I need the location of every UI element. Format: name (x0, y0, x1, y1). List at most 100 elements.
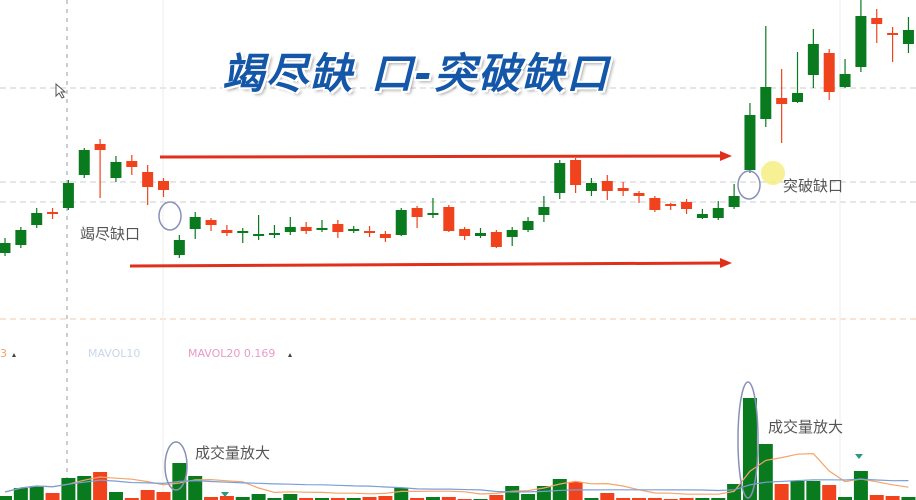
candle-body (490, 232, 502, 247)
candle (823, 49, 835, 100)
volume-bar (425, 497, 440, 500)
candle (459, 227, 471, 240)
candle-body (760, 87, 772, 119)
candle-body (173, 240, 185, 255)
candle (205, 218, 217, 231)
exhaustion-gap-label: 竭尽缺口 (80, 225, 141, 243)
volume-bar (536, 486, 551, 500)
candle (300, 222, 312, 234)
candle-body (300, 227, 312, 231)
candle-body (205, 220, 217, 225)
candle (427, 198, 439, 218)
volume-bar (568, 482, 583, 500)
candle (253, 215, 265, 240)
volume-bar (742, 398, 757, 500)
candle (807, 29, 819, 88)
volume-expand-label: 成交量放大 (195, 444, 271, 462)
candle-body (126, 161, 138, 167)
volume-bar (521, 494, 536, 500)
volume-expand-label: 成交量放大 (768, 418, 844, 436)
candle-body (902, 30, 914, 44)
candle-body (316, 228, 328, 230)
candle-body (538, 207, 550, 215)
candle (570, 158, 582, 193)
candle (15, 227, 27, 248)
candle (268, 225, 280, 238)
candle (887, 27, 899, 62)
candles (0, 0, 914, 258)
volume-bar (29, 486, 44, 500)
volume-bar (489, 495, 504, 500)
upper-arrowhead (720, 151, 732, 161)
volume-bar (838, 497, 853, 500)
candle (585, 178, 597, 196)
signal-arrow-icon (855, 454, 863, 459)
volume-bar (584, 498, 599, 500)
candle-body (268, 233, 280, 235)
volume-bar (853, 471, 868, 500)
candle-body (792, 93, 803, 102)
candle-body (15, 230, 27, 245)
candle (506, 227, 518, 246)
volume-bar (885, 496, 900, 500)
candle (364, 226, 376, 237)
candle-body (411, 208, 423, 217)
candle (475, 228, 486, 238)
breakaway-gap-circle (737, 170, 761, 200)
candle-body (506, 230, 518, 237)
volume-bar (378, 496, 393, 500)
candle (189, 212, 201, 239)
signal-arrow-icon (221, 492, 229, 497)
volume-bar (124, 498, 139, 500)
volume-bar (61, 478, 76, 500)
candle (522, 217, 534, 232)
volume-bar (552, 479, 567, 500)
candle (601, 175, 613, 200)
candle (62, 180, 74, 210)
candle (744, 103, 756, 173)
mavol10-label: MAVOL10 (88, 347, 141, 360)
exhaustion-gap-circle (158, 201, 182, 231)
volume-bar (251, 494, 266, 500)
candle (649, 196, 661, 212)
volume-bar (774, 484, 789, 500)
volume-bar (600, 493, 615, 500)
candle-body (712, 208, 724, 218)
volume-bars (0, 398, 916, 500)
candle (237, 228, 249, 243)
lower-arrow (129, 261, 723, 268)
candle-body (823, 53, 835, 92)
candle (0, 238, 11, 256)
candle (902, 17, 914, 53)
candle-body (617, 188, 629, 191)
candle (554, 160, 566, 199)
volume-bar (108, 492, 123, 500)
candle (379, 231, 391, 242)
candle-body (379, 234, 391, 238)
candle-body (31, 213, 43, 225)
candle (490, 230, 502, 248)
lower-arrowhead (720, 258, 732, 268)
volume-bar (140, 490, 155, 500)
video-title: 竭尽缺 口-突破缺口 (222, 49, 611, 98)
candle-body (665, 204, 677, 206)
volume-bar (283, 494, 298, 500)
volume-bar (330, 498, 345, 500)
candle-body (110, 162, 122, 178)
triangle-icon (12, 353, 16, 357)
candle-body (601, 181, 613, 191)
candle (855, 0, 867, 72)
candle-body (807, 44, 819, 75)
candle-body (364, 231, 376, 233)
candle (31, 208, 43, 228)
candle-body (871, 18, 883, 24)
candle (665, 203, 677, 210)
volume-bar (315, 498, 329, 500)
candle-body (728, 196, 740, 207)
candle (792, 52, 803, 103)
volume-bar (394, 488, 409, 500)
candle (696, 209, 708, 219)
volume-bar (219, 496, 234, 500)
mavol-long-line (4, 478, 909, 493)
volume-circle-right (737, 381, 759, 499)
